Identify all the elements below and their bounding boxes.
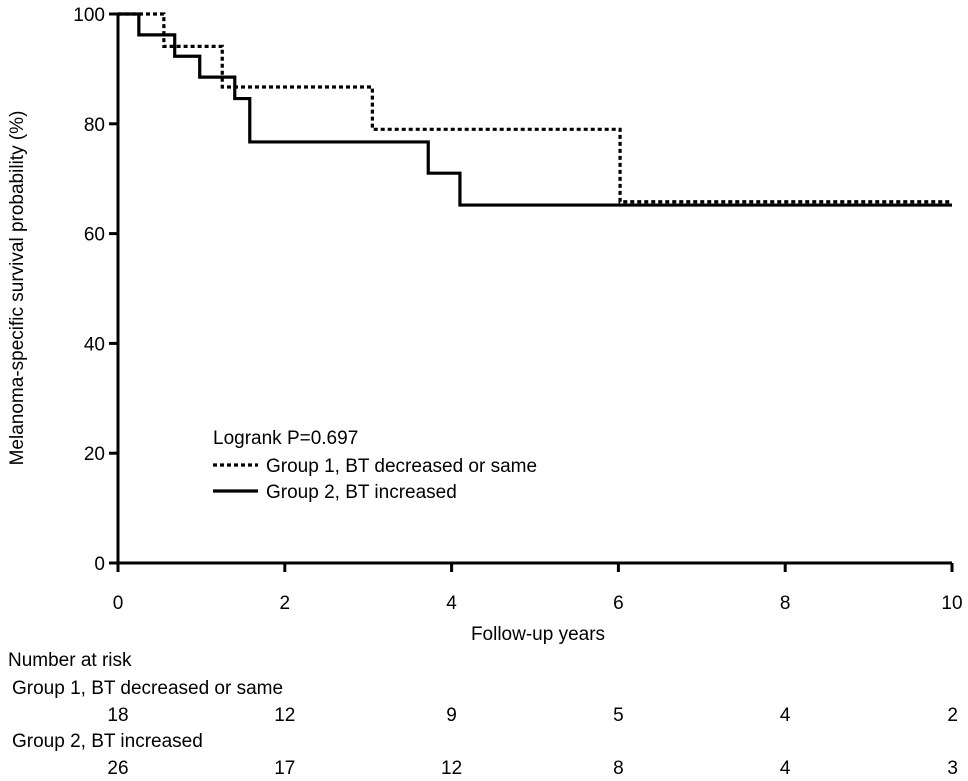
legend-label-group2: Group 2, BT increased (266, 482, 457, 503)
legend-title: Logrank P=0.697 (213, 428, 358, 449)
x-tick-label-10: 10 (941, 593, 962, 614)
risk-count-group1-t10: 2 (947, 705, 958, 726)
risk-row-group1: 18 12 9 5 4 2 (107, 705, 958, 726)
risk-count-group2-t8: 4 (780, 758, 791, 779)
series-line-group2 (118, 12, 952, 207)
series-line-group1 (118, 12, 952, 204)
series-layer (118, 12, 952, 207)
risk-group2-label: Group 2, BT increased (12, 731, 203, 752)
risk-row-group2: 26 17 12 8 4 3 (107, 758, 958, 779)
risk-count-group2-t2: 17 (274, 758, 295, 779)
x-tick-label-6: 6 (613, 593, 624, 614)
risk-count-group1-t8: 4 (780, 705, 791, 726)
axes (116, 14, 952, 565)
y-tick-label-0: 0 (94, 554, 105, 575)
legend: Logrank P=0.697 Group 1, BT decreased or… (213, 428, 537, 503)
risk-group1-label: Group 1, BT decreased or same (12, 678, 283, 699)
legend-label-group1: Group 1, BT decreased or same (266, 456, 537, 477)
x-tick-label-8: 8 (780, 593, 791, 614)
ticks (109, 12, 954, 572)
y-tick-label-60: 60 (84, 225, 105, 246)
y-tick-label-20: 20 (84, 444, 105, 465)
risk-count-group1-t6: 5 (613, 705, 624, 726)
risk-count-group2-t6: 8 (613, 758, 624, 779)
risk-count-group2-t4: 12 (441, 758, 462, 779)
risk-count-group2-t0: 26 (107, 758, 128, 779)
risk-count-group1-t4: 9 (446, 705, 457, 726)
risk-count-group2-t10: 3 (947, 758, 958, 779)
tick-labels: 0 20 40 60 80 100 0 2 4 6 8 10 (73, 5, 962, 614)
y-tick-label-40: 40 (84, 334, 105, 355)
risk-table: Number at risk Group 1, BT decreased or … (8, 650, 958, 779)
y-tick-label-80: 80 (84, 115, 105, 136)
x-tick-label-2: 2 (280, 593, 291, 614)
x-tick-label-0: 0 (113, 593, 124, 614)
risk-count-group1-t2: 12 (274, 705, 295, 726)
y-axis-title: Melanoma-specific survival probability (… (7, 111, 28, 466)
y-tick-label-100: 100 (73, 5, 105, 26)
x-tick-label-4: 4 (446, 593, 457, 614)
x-axis-title: Follow-up years (471, 624, 605, 645)
risk-table-title: Number at risk (8, 650, 132, 671)
risk-count-group1-t0: 18 (107, 705, 128, 726)
